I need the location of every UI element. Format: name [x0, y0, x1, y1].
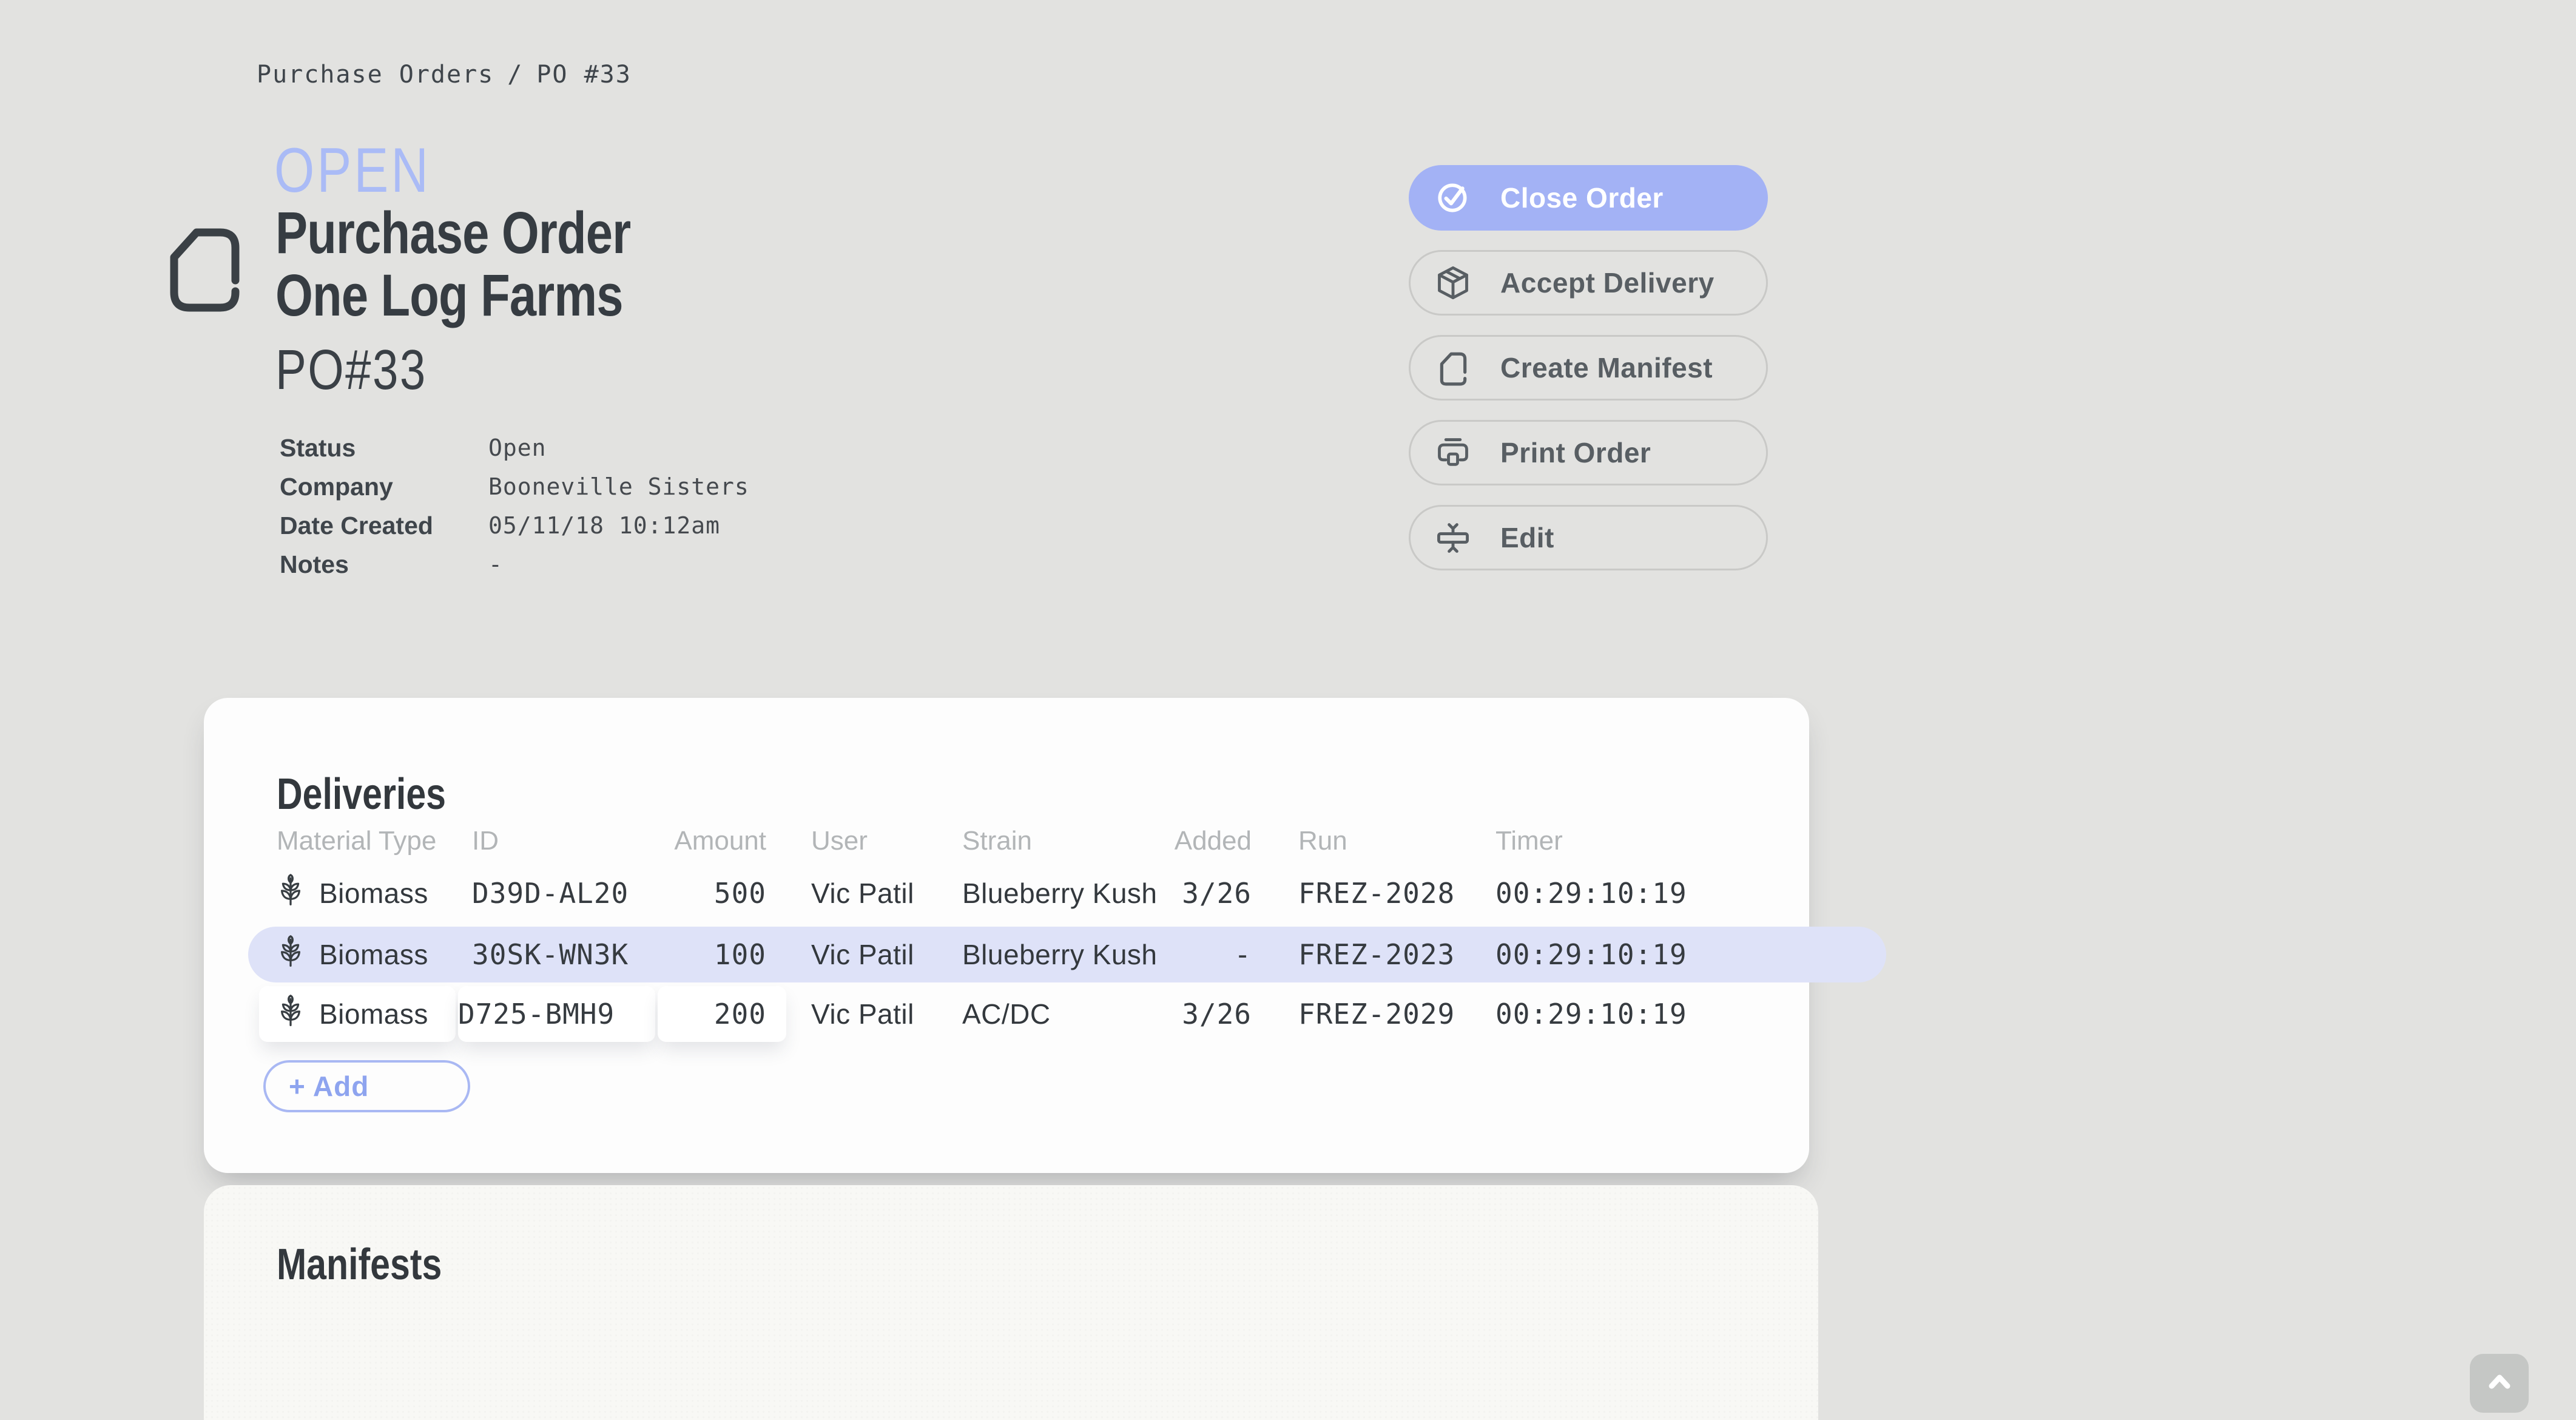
- material-cell: Biomass: [277, 864, 472, 922]
- button-label: Accept Delivery: [1500, 267, 1715, 299]
- delivery-id: 30SK-WN3K: [472, 938, 629, 971]
- deliveries-table-header: Material Type ID Amount User Strain Adde…: [277, 823, 1729, 859]
- page-title-line2: One Log Farms: [275, 262, 624, 328]
- delivery-run: FREZ-2023: [1298, 938, 1455, 971]
- delivery-user: Vic Patil: [811, 939, 914, 970]
- biomass-plant-icon: [277, 873, 305, 913]
- material-type: Biomass: [319, 877, 428, 909]
- manifests-title: Manifests: [277, 1240, 442, 1289]
- add-delivery-button[interactable]: + Add: [263, 1060, 470, 1112]
- print-order-button[interactable]: Print Order: [1409, 420, 1768, 485]
- button-label: Print Order: [1500, 437, 1651, 468]
- delivery-amount: 500: [713, 877, 766, 910]
- delivery-amount: 100: [713, 938, 766, 971]
- edit-icon: [1434, 518, 1472, 557]
- delivery-run: FREZ-2029: [1298, 998, 1455, 1030]
- table-row[interactable]: Biomass D39D-AL20 500 Vic Patil Blueberr…: [277, 864, 1729, 922]
- delivery-timer: 00:29:10:19: [1495, 998, 1687, 1030]
- manifests-card: Manifests: [204, 1185, 1818, 1420]
- detail-value: 05/11/18 10:12am: [488, 512, 721, 539]
- detail-label: Date Created: [280, 511, 433, 539]
- status-badge: OPEN: [274, 135, 431, 206]
- biomass-plant-icon: [277, 935, 305, 975]
- detail-label: Notes: [280, 550, 349, 578]
- chevron-up-icon: [2483, 1365, 2517, 1401]
- breadcrumb-purchase-orders[interactable]: Purchase Orders: [257, 61, 494, 89]
- button-label: Edit: [1500, 522, 1554, 553]
- detail-value: -: [488, 551, 503, 578]
- delivery-timer: 00:29:10:19: [1495, 877, 1687, 910]
- action-buttons: Close Order Accept Delivery Create Manif…: [1409, 165, 1768, 590]
- material-cell-editable[interactable]: Biomass: [259, 986, 456, 1042]
- column-header-timer: Timer: [1495, 826, 1563, 856]
- edit-button[interactable]: Edit: [1409, 505, 1768, 570]
- printer-icon: [1434, 433, 1472, 472]
- close-order-button[interactable]: Close Order: [1409, 165, 1768, 231]
- page-title-line1: Purchase Order: [275, 200, 631, 266]
- column-header-strain: Strain: [962, 826, 1032, 856]
- column-header-user: User: [811, 826, 868, 856]
- check-circle-icon: [1434, 178, 1472, 217]
- purchase-order-icon: [161, 222, 246, 320]
- button-label: Close Order: [1500, 182, 1664, 214]
- detail-row-notes: Notes -: [280, 545, 749, 584]
- po-number: PO#33: [275, 338, 427, 401]
- column-header-amount: Amount: [674, 826, 766, 856]
- manifest-document-icon: [1434, 348, 1472, 387]
- scroll-to-top-button[interactable]: [2470, 1354, 2529, 1413]
- accept-delivery-button[interactable]: Accept Delivery: [1409, 250, 1768, 316]
- material-cell: Biomass: [277, 927, 472, 982]
- table-row[interactable]: Biomass D725-BMH9 200 Vic Patil AC/DC 3/…: [259, 985, 1729, 1043]
- column-header-run: Run: [1298, 826, 1347, 856]
- detail-label: Company: [280, 472, 393, 501]
- detail-value: Open: [488, 434, 547, 461]
- create-manifest-button[interactable]: Create Manifest: [1409, 335, 1768, 401]
- column-header-added: Added: [1174, 826, 1252, 856]
- delivery-id: D39D-AL20: [472, 877, 629, 910]
- detail-row-date-created: Date Created 05/11/18 10:12am: [280, 506, 749, 545]
- column-header-id: ID: [472, 826, 499, 856]
- material-type: Biomass: [319, 998, 428, 1030]
- order-details: Status Open Company Booneville Sisters D…: [280, 428, 749, 584]
- delivery-timer: 00:29:10:19: [1495, 938, 1687, 971]
- detail-label: Status: [280, 433, 356, 462]
- page-title: Purchase Order One Log Farms: [275, 201, 709, 326]
- table-row-selected[interactable]: Biomass 30SK-WN3K 100 Vic Patil Blueberr…: [248, 927, 1886, 982]
- delivery-id-editable[interactable]: D725-BMH9: [458, 986, 655, 1042]
- package-icon: [1434, 263, 1472, 302]
- breadcrumb-separator: /: [507, 61, 524, 89]
- detail-row-company: Company Booneville Sisters: [280, 467, 749, 506]
- breadcrumb: Purchase Orders / PO #33: [257, 61, 632, 89]
- column-header-material: Material Type: [277, 826, 437, 856]
- biomass-plant-icon: [277, 994, 305, 1034]
- breadcrumb-current: PO #33: [536, 61, 632, 89]
- delivery-strain: Blueberry Kush: [962, 877, 1158, 909]
- delivery-run: FREZ-2028: [1298, 877, 1455, 910]
- delivery-strain: AC/DC: [962, 998, 1051, 1030]
- delivery-user: Vic Patil: [811, 877, 914, 909]
- material-type: Biomass: [319, 939, 428, 970]
- delivery-added: 3/26: [1182, 998, 1252, 1030]
- detail-row-status: Status Open: [280, 428, 749, 467]
- deliveries-card: Deliveries Material Type ID Amount User …: [204, 698, 1886, 1173]
- delivery-amount-editable[interactable]: 200: [658, 986, 786, 1042]
- delivery-strain: Blueberry Kush: [962, 939, 1158, 970]
- delivery-added: -: [1234, 938, 1252, 971]
- delivery-user: Vic Patil: [811, 998, 914, 1030]
- delivery-added: 3/26: [1182, 877, 1252, 910]
- button-label: Create Manifest: [1500, 352, 1713, 384]
- deliveries-title: Deliveries: [277, 770, 447, 819]
- detail-value: Booneville Sisters: [488, 473, 749, 500]
- add-button-label: + Add: [289, 1070, 369, 1102]
